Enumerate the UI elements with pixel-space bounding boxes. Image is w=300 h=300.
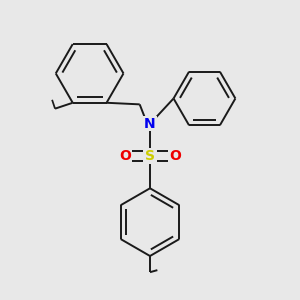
Text: O: O	[169, 149, 181, 163]
Text: O: O	[119, 149, 131, 163]
Text: N: N	[144, 116, 156, 130]
Text: S: S	[145, 149, 155, 163]
